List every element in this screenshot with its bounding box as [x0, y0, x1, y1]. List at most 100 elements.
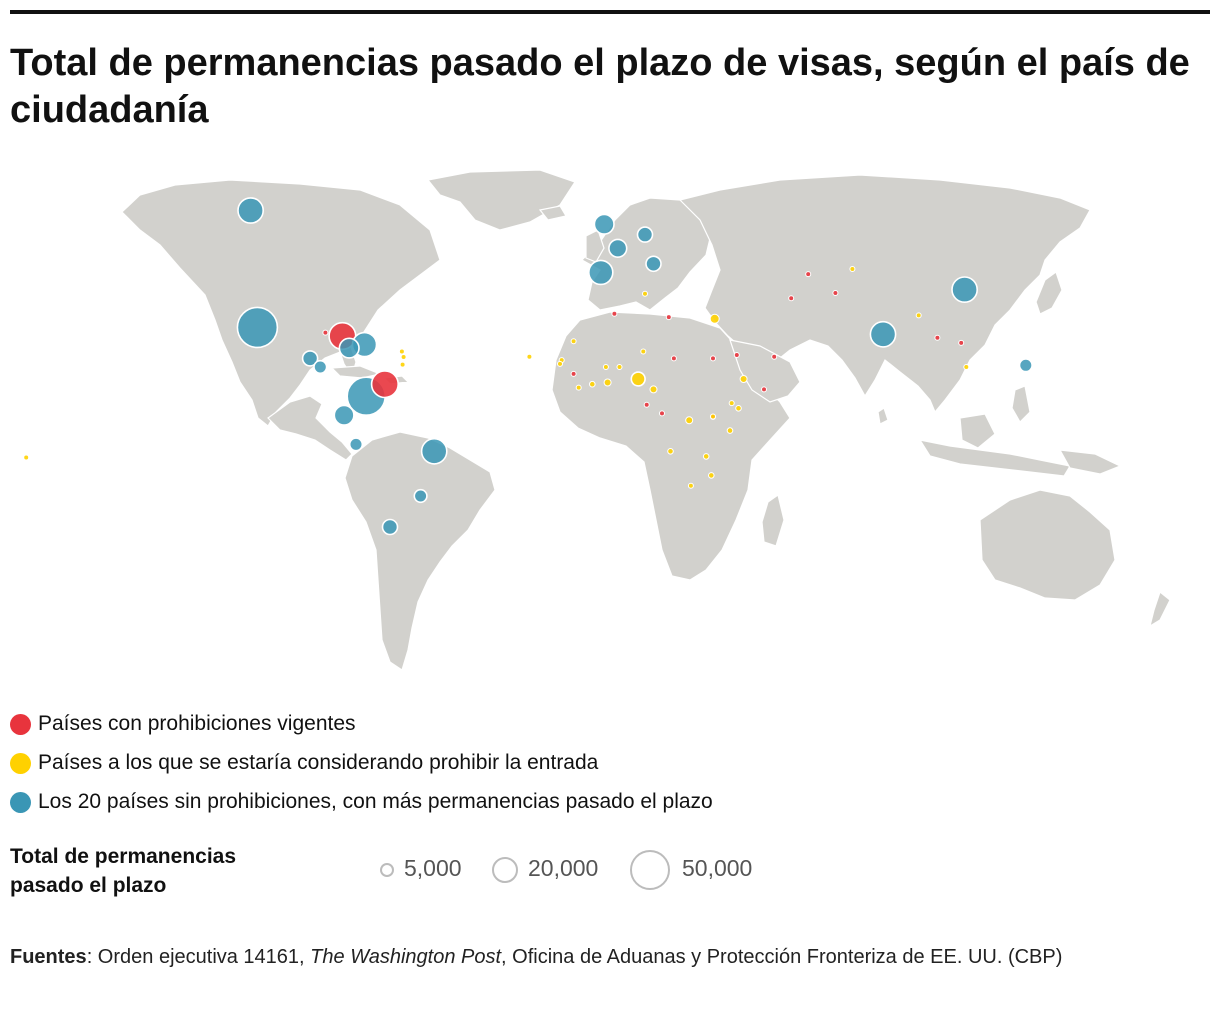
legend: Países con prohibiciones vigentes Países… — [10, 708, 1200, 825]
map-point-considered — [400, 354, 407, 360]
size-legend-circle-large — [630, 850, 670, 890]
land-cuba — [330, 365, 383, 379]
top-rule — [10, 10, 1210, 14]
land-borneo — [959, 413, 996, 449]
map-point-top20 — [413, 488, 428, 504]
sources-text-2: , Oficina de Aduanas y Protección Fronte… — [501, 946, 1063, 968]
map-point-banned — [958, 339, 965, 346]
map-point-considered — [602, 364, 609, 370]
legend-item-banned: Países con prohibiciones vigentes — [10, 708, 1200, 747]
map-point-top20 — [338, 337, 360, 359]
land-australia — [979, 489, 1116, 601]
size-legend-label-medium: 20,000 — [528, 855, 599, 881]
map-point-considered — [739, 375, 748, 383]
map-point-considered — [616, 364, 623, 370]
legend-dot-top20 — [10, 792, 31, 813]
sources-note: Fuentes: Orden ejecutiva 14161, The Wash… — [10, 942, 1205, 972]
map-point-top20 — [381, 518, 399, 536]
map-point-considered — [915, 312, 922, 319]
map-point-top20 — [420, 437, 448, 465]
legend-item-considered: Países a los que se estaría considerando… — [10, 747, 1200, 786]
land-north-america — [121, 179, 441, 427]
map-point-banned — [611, 310, 618, 317]
map-point-top20 — [333, 404, 355, 426]
map-point-considered — [735, 404, 742, 412]
map-point-banned — [771, 353, 778, 360]
world-map — [0, 150, 1220, 680]
legend-label-considered: Países a los que se estaría considerando… — [38, 751, 599, 774]
sources-text-1: : Orden ejecutiva 14161, — [86, 946, 311, 968]
land-asia — [678, 174, 1091, 414]
map-point-considered — [709, 313, 720, 324]
points-layer — [23, 197, 1033, 536]
map-point-banned — [659, 410, 665, 417]
map-point-banned — [370, 370, 400, 399]
map-point-top20 — [593, 213, 615, 235]
legend-label-top20: Los 20 países sin prohibiciones, con más… — [38, 790, 713, 813]
land-central-america — [267, 395, 353, 461]
map-point-top20 — [587, 259, 614, 286]
map-svg — [23, 169, 1171, 671]
size-legend: 5,000 20,000 50,000 — [370, 840, 850, 900]
size-legend-item-medium: 20,000 — [492, 840, 612, 900]
map-point-top20 — [237, 197, 265, 224]
map-point-banned — [788, 295, 795, 302]
size-legend-circle-small — [380, 863, 394, 877]
map-point-considered — [642, 290, 648, 297]
legend-item-top20: Los 20 países sin prohibiciones, con más… — [10, 786, 1200, 825]
map-point-banned — [934, 334, 941, 341]
map-point-banned — [322, 329, 329, 336]
size-legend-item-small: 5,000 — [380, 840, 470, 900]
land-south-america — [344, 431, 496, 671]
map-point-banned — [570, 370, 577, 377]
legend-dot-banned — [10, 714, 31, 735]
land-madagascar — [761, 494, 785, 547]
map-point-considered — [702, 453, 710, 460]
land-greenland — [426, 169, 576, 231]
land-philippines — [1011, 385, 1031, 423]
map-point-banned — [761, 386, 767, 393]
map-point-banned — [643, 401, 650, 408]
map-point-top20 — [313, 359, 328, 375]
map-point-considered — [728, 400, 735, 407]
map-point-considered — [526, 353, 533, 360]
map-point-considered — [849, 266, 856, 272]
map-point-considered — [708, 472, 715, 479]
size-legend-label-small: 5,000 — [404, 855, 462, 881]
map-point-considered — [398, 348, 405, 355]
sources-italic: The Washington Post — [310, 946, 502, 968]
map-point-considered — [963, 364, 970, 370]
map-point-banned — [710, 355, 716, 362]
map-point-considered — [710, 413, 716, 420]
legend-label-banned: Países con prohibiciones vigentes — [38, 712, 356, 735]
map-point-banned — [832, 290, 839, 296]
map-point-considered — [649, 385, 658, 394]
map-point-considered — [640, 348, 647, 355]
map-point-top20 — [636, 226, 654, 243]
size-legend-title: Total de permanencias pasado el plazo — [10, 845, 237, 897]
map-point-top20 — [1018, 358, 1033, 373]
size-legend-circle-medium — [492, 857, 518, 883]
map-point-considered — [570, 338, 577, 345]
map-point-considered — [685, 416, 694, 425]
map-point-considered — [603, 378, 612, 387]
map-point-considered — [630, 371, 646, 387]
map-point-banned — [670, 355, 677, 362]
size-legend-label-large: 50,000 — [682, 855, 753, 881]
map-point-banned — [665, 314, 672, 321]
map-point-considered — [575, 384, 582, 391]
land-indonesia — [918, 439, 1071, 477]
map-point-considered — [667, 448, 674, 455]
land-new-zealand — [1149, 590, 1171, 628]
map-point-considered — [726, 427, 734, 434]
land-new-guinea — [1058, 449, 1122, 475]
map-point-considered — [557, 360, 563, 367]
chart-title: Total de permanencias pasado el plazo de… — [10, 42, 1190, 131]
map-point-banned — [805, 271, 812, 278]
land-iceland — [538, 205, 567, 221]
land-layer — [121, 169, 1171, 671]
legend-dot-considered — [10, 753, 31, 774]
map-point-considered — [399, 361, 406, 368]
land-japan — [1035, 271, 1063, 315]
map-point-top20 — [236, 306, 279, 349]
